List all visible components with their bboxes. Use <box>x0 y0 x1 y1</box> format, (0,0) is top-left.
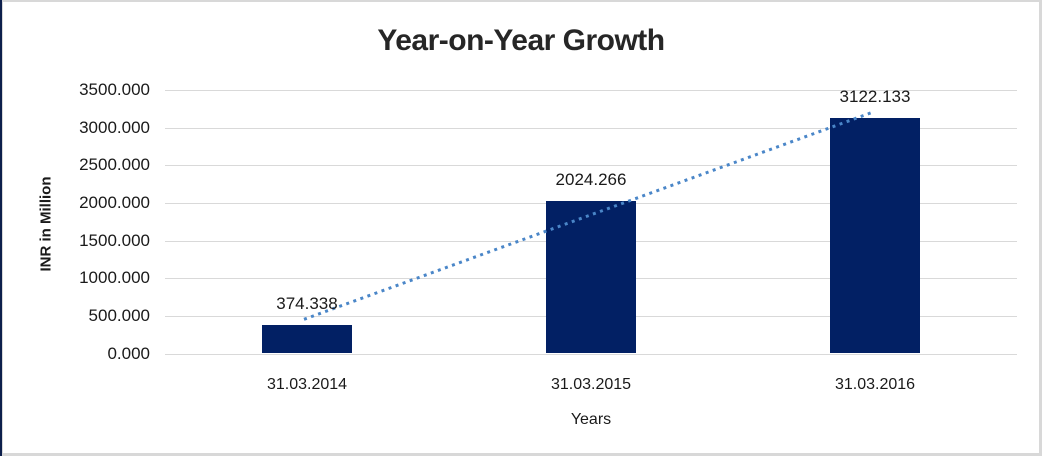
left-gray-border <box>2 0 3 456</box>
left-accent-strip <box>0 0 2 456</box>
x-tick-label: 31.03.2015 <box>550 376 632 393</box>
y-tick-label: 0.000 <box>107 343 150 363</box>
y-tick-label: 2500.000 <box>79 155 150 175</box>
x-axis-title: Years <box>570 411 612 428</box>
y-tick-label: 1000.000 <box>79 268 150 288</box>
bar-31.03.2016 <box>830 118 920 354</box>
x-tick-label: 31.03.2014 <box>266 376 348 393</box>
y-tick-label: 500.000 <box>88 305 150 325</box>
y-tick-label: 3000.000 <box>79 117 150 137</box>
y-tick-label: 1500.000 <box>79 230 150 250</box>
bar-data-label: 374.338 <box>276 294 338 314</box>
y-tick-label: 3500.000 <box>79 80 150 99</box>
y-axis-title-text: INR in Million <box>37 176 55 272</box>
bar-data-label: 2024.266 <box>555 170 627 190</box>
x-tick-label: 31.03.2016 <box>834 376 916 393</box>
chart-title: Year-on-Year Growth <box>377 24 665 57</box>
bar-31.03.2014 <box>262 325 352 354</box>
bar-data-label: 3122.133 <box>839 87 911 107</box>
y-tick-label: 2000.000 <box>79 192 150 212</box>
bar-31.03.2015 <box>546 201 636 354</box>
gridline <box>165 353 1017 355</box>
gridline <box>165 90 1017 91</box>
